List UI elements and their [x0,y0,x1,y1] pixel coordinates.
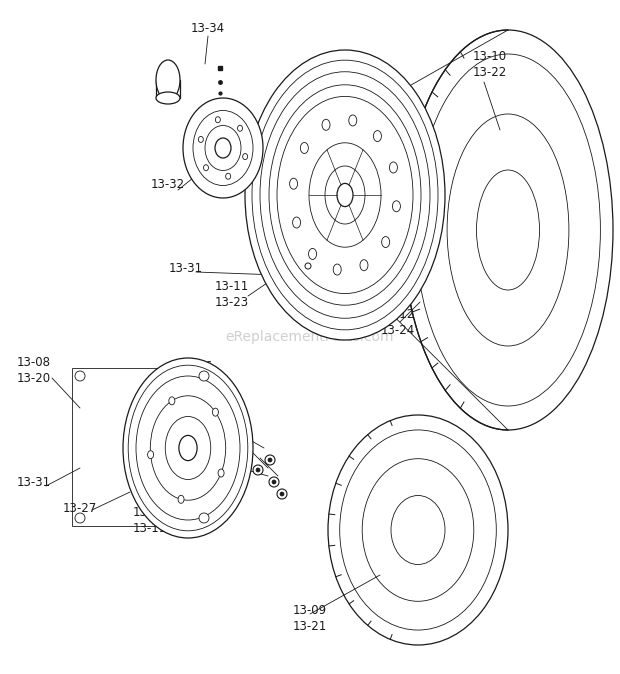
Ellipse shape [360,259,368,271]
Ellipse shape [293,217,301,228]
Ellipse shape [269,477,279,487]
Text: 13-30: 13-30 [215,458,249,472]
Ellipse shape [277,489,287,499]
Text: 13-26: 13-26 [179,359,213,373]
Ellipse shape [226,173,231,179]
Ellipse shape [272,480,276,484]
Ellipse shape [253,465,263,475]
Ellipse shape [392,201,401,212]
Text: 13-27: 13-27 [63,501,97,514]
Ellipse shape [218,469,224,477]
Ellipse shape [373,131,381,142]
Text: 13-34: 13-34 [191,22,225,34]
Ellipse shape [300,142,308,154]
Ellipse shape [215,117,220,123]
Ellipse shape [328,415,508,645]
Ellipse shape [156,92,180,104]
Text: 13-12
13-24: 13-12 13-24 [381,307,415,336]
Ellipse shape [268,458,272,462]
Ellipse shape [242,154,247,160]
Ellipse shape [403,30,613,430]
Ellipse shape [265,455,275,465]
Ellipse shape [199,371,209,381]
Text: 13-08
13-20: 13-08 13-20 [17,355,51,384]
Ellipse shape [309,249,317,259]
Ellipse shape [123,358,253,538]
Bar [72,368,212,526]
Ellipse shape [183,98,263,198]
Ellipse shape [245,50,445,340]
Text: 13-31: 13-31 [17,475,51,489]
Ellipse shape [382,237,389,247]
Ellipse shape [179,435,197,460]
Text: 13-28: 13-28 [185,439,219,452]
Ellipse shape [198,136,203,142]
Ellipse shape [290,178,298,189]
Ellipse shape [148,451,154,459]
Ellipse shape [213,408,218,416]
Text: 13-32: 13-32 [151,179,185,191]
Ellipse shape [280,492,284,496]
Text: 13-09
13-21: 13-09 13-21 [293,603,327,632]
Text: 13-25: 13-25 [159,386,193,400]
Text: eReplacementParts.com: eReplacementParts.com [226,330,394,344]
Text: 13-10
13-22: 13-10 13-22 [473,49,507,78]
Text: 13-31: 13-31 [169,262,203,274]
Ellipse shape [178,495,184,503]
Ellipse shape [75,371,85,381]
Text: 13-07
13-19: 13-07 13-19 [133,506,167,536]
Ellipse shape [322,119,330,130]
Ellipse shape [169,397,175,405]
Text: 13-33: 13-33 [305,264,339,276]
Ellipse shape [199,513,209,523]
Ellipse shape [256,468,260,472]
Ellipse shape [389,162,397,173]
Ellipse shape [349,115,356,126]
Ellipse shape [215,138,231,158]
Ellipse shape [305,263,311,269]
Ellipse shape [156,60,180,100]
Text: 13-29: 13-29 [196,414,230,427]
Ellipse shape [203,164,208,171]
Ellipse shape [333,264,341,275]
Ellipse shape [75,513,85,523]
Ellipse shape [237,125,242,131]
Ellipse shape [337,183,353,207]
Text: 13-11
13-23: 13-11 13-23 [215,280,249,309]
